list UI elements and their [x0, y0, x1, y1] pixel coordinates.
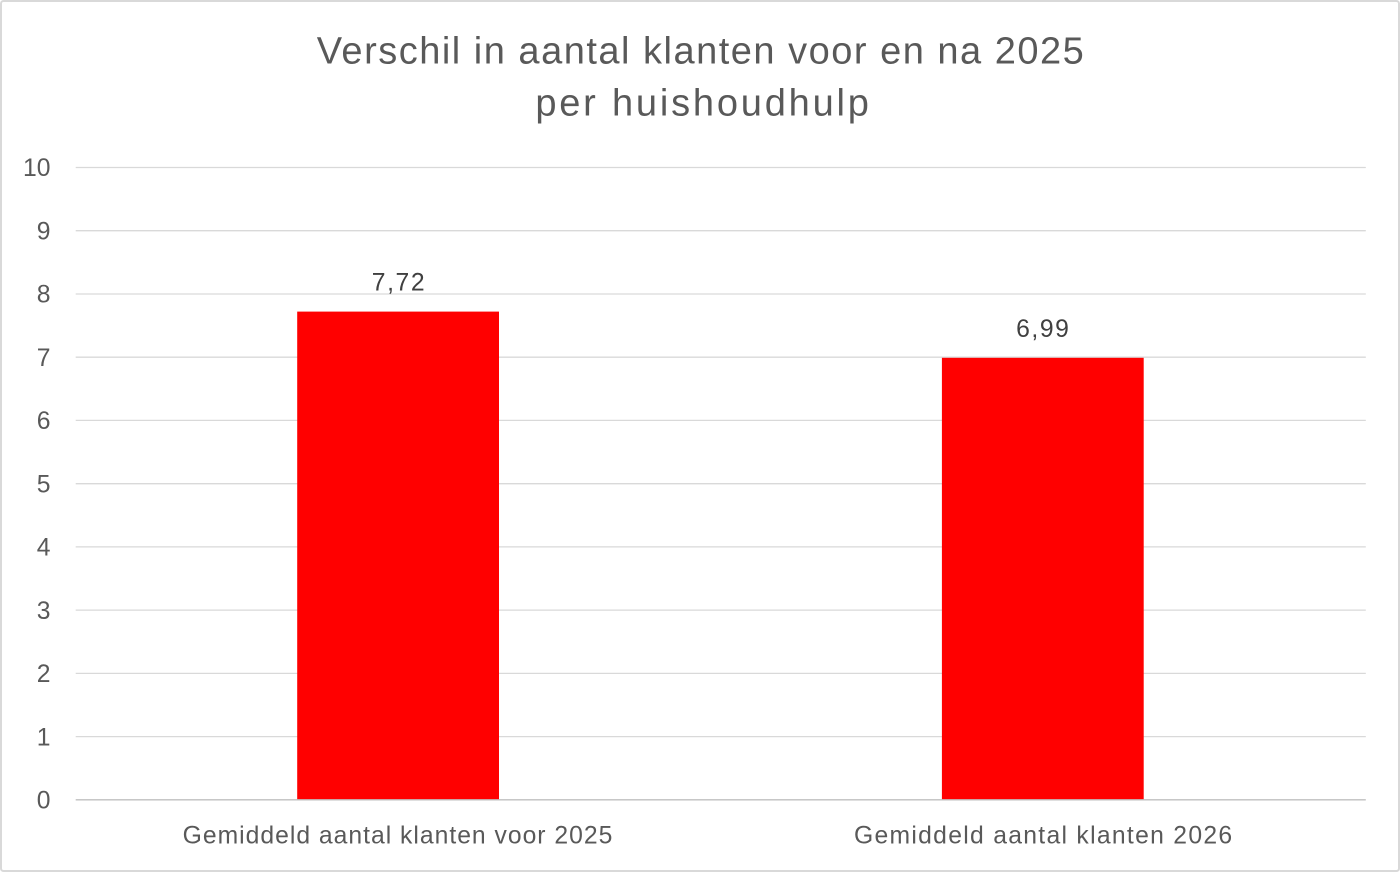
svg-text:6,99: 6,99	[1016, 316, 1070, 343]
svg-text:6: 6	[37, 408, 51, 435]
svg-text:Gemiddeld aantal klanten voor: Gemiddeld aantal klanten voor 2025	[183, 823, 614, 850]
svg-text:10: 10	[23, 155, 50, 182]
svg-text:2: 2	[37, 661, 51, 688]
svg-text:per huishoudhulp: per huishoudhulp	[535, 83, 871, 125]
svg-text:7,72: 7,72	[372, 269, 426, 296]
svg-text:Gemiddeld aantal klanten 2026: Gemiddeld aantal klanten 2026	[854, 823, 1233, 850]
svg-text:Verschil in aantal klanten voo: Verschil in aantal klanten voor en na 20…	[317, 31, 1086, 73]
svg-text:4: 4	[37, 535, 51, 562]
svg-text:0: 0	[37, 788, 51, 815]
svg-text:5: 5	[37, 471, 51, 498]
svg-text:1: 1	[37, 724, 51, 751]
svg-text:3: 3	[37, 598, 51, 625]
svg-text:8: 8	[37, 282, 51, 309]
svg-text:7: 7	[37, 345, 51, 372]
svg-text:9: 9	[37, 218, 51, 245]
